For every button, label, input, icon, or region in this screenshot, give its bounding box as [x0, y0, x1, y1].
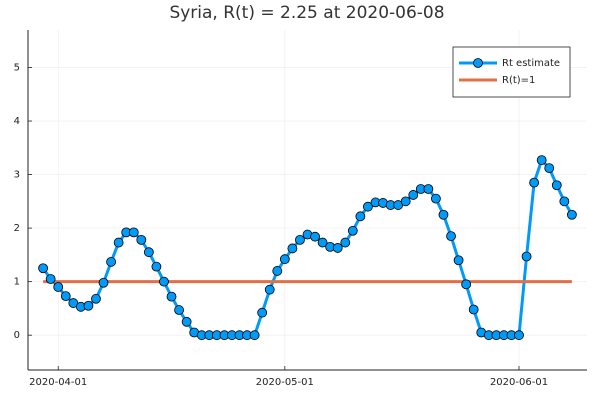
point	[461, 279, 472, 290]
point	[355, 211, 366, 222]
point	[106, 256, 116, 267]
y-tick-label: 4	[14, 116, 20, 127]
chart-title: Syria, R(t) = 2.25 at 2020-06-08	[169, 3, 444, 23]
point	[143, 247, 154, 258]
point	[151, 261, 162, 272]
point	[400, 196, 411, 207]
y-tick-label: 3	[14, 170, 20, 181]
point	[453, 255, 464, 266]
point	[332, 243, 343, 253]
point	[544, 163, 555, 174]
point	[83, 300, 94, 311]
point	[529, 177, 540, 188]
point	[181, 316, 192, 327]
point	[310, 231, 320, 242]
point	[340, 237, 351, 248]
point	[159, 276, 169, 287]
point	[438, 209, 449, 220]
point	[272, 266, 283, 276]
point	[60, 291, 71, 302]
point	[551, 180, 562, 191]
x-tick-label: 2020-06-01	[490, 377, 548, 388]
y-tick-label: 5	[14, 62, 20, 73]
point	[446, 231, 456, 242]
point	[113, 237, 124, 248]
y-tick-label: 2	[14, 223, 20, 234]
point	[423, 184, 434, 194]
legend-marker	[473, 58, 483, 68]
legend-label: Rt estimate	[502, 58, 560, 69]
legend-box	[452, 46, 571, 98]
point	[98, 277, 109, 288]
point	[279, 254, 290, 265]
point	[347, 225, 358, 236]
point	[468, 304, 479, 315]
point	[91, 293, 101, 304]
point	[287, 243, 298, 254]
point	[128, 227, 139, 238]
point	[174, 305, 184, 315]
point	[431, 193, 441, 204]
point	[363, 201, 373, 212]
point	[53, 282, 64, 292]
point	[295, 234, 305, 245]
point	[514, 330, 524, 341]
y-tick-label: 1	[14, 277, 20, 288]
point	[166, 291, 177, 302]
point	[45, 274, 56, 284]
point	[521, 251, 532, 262]
series-line	[41, 157, 574, 337]
point	[257, 307, 268, 318]
point	[317, 237, 328, 248]
x-tick-label: 2020-05-01	[256, 377, 314, 388]
point	[264, 284, 275, 295]
point	[38, 263, 49, 274]
legend-label: R(t)=1	[502, 75, 535, 86]
point	[536, 155, 547, 166]
x-tick-label: 2020-04-01	[29, 377, 87, 388]
point	[559, 196, 570, 207]
point	[249, 330, 260, 341]
y-tick-label: 0	[14, 330, 20, 341]
point	[408, 190, 419, 200]
point	[566, 209, 577, 220]
point	[136, 234, 147, 245]
